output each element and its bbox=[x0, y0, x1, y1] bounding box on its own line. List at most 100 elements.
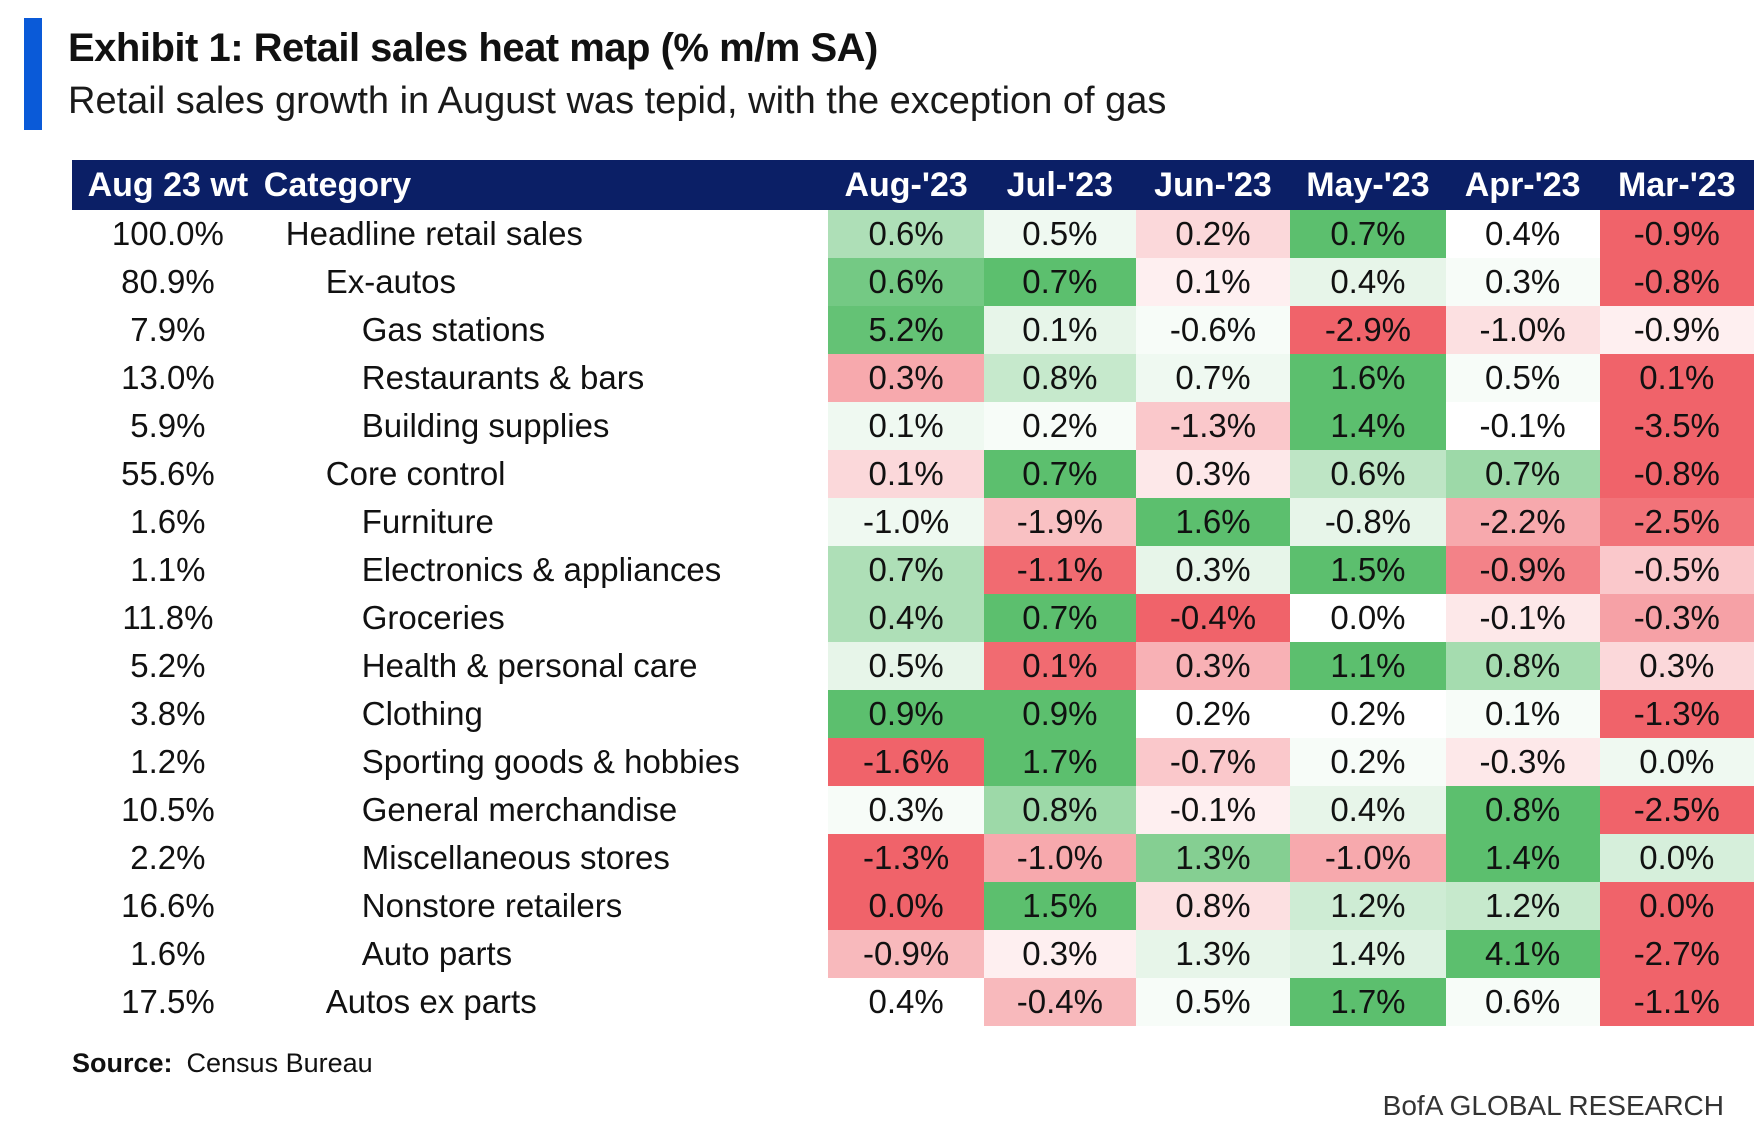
heat-cell: 0.4% bbox=[1445, 210, 1600, 258]
category-cell: Restaurants & bars bbox=[361, 359, 645, 396]
heat-cell: -0.4% bbox=[1135, 594, 1291, 642]
heat-cell: 0.7% bbox=[983, 258, 1136, 306]
header-weight: Aug 23 wt bbox=[72, 160, 264, 210]
table-row: 17.5% Autos ex parts 0.4% -0.4% 0.5% 1.7% 0.6%… bbox=[72, 978, 1754, 1026]
heat-cell: -0.1% bbox=[1135, 786, 1291, 834]
heat-cell: -1.0% bbox=[983, 834, 1136, 882]
weight-cell: 3.8% bbox=[130, 695, 206, 732]
heat-cell: -0.7% bbox=[1135, 738, 1291, 786]
heat-cell: 1.6% bbox=[1290, 354, 1446, 402]
heat-cell: 1.5% bbox=[1290, 546, 1446, 594]
heat-cell: 0.1% bbox=[828, 450, 984, 498]
heat-cell: -0.5% bbox=[1599, 546, 1754, 594]
brand-footer: BofA GLOBAL RESEARCH bbox=[1382, 1090, 1724, 1121]
heat-cell: -1.6% bbox=[828, 738, 984, 786]
heat-cell: -0.3% bbox=[1445, 738, 1600, 786]
header-jul-23: Jul-'23 bbox=[983, 160, 1136, 210]
category-cell: Groceries bbox=[361, 599, 505, 636]
source-note: Source: Census Bureau bbox=[72, 1048, 373, 1079]
heat-cell: 0.6% bbox=[828, 210, 984, 258]
heat-cell: 0.3% bbox=[1599, 642, 1754, 690]
table-row: 11.8% Groceries 0.4% 0.7% -0.4% 0.0% -0.1% -0.3… bbox=[72, 594, 1754, 642]
weight-cell: 17.5% bbox=[121, 983, 215, 1020]
category-cell: Health & personal care bbox=[361, 647, 698, 684]
category-cell: Gas stations bbox=[361, 311, 546, 348]
heat-cell: 0.9% bbox=[828, 690, 984, 738]
category-cell: Electronics & appliances bbox=[361, 551, 722, 588]
weight-cell: 13.0% bbox=[121, 359, 215, 396]
weight-cell: 55.6% bbox=[121, 455, 215, 492]
heat-cell: 0.1% bbox=[1135, 258, 1291, 306]
heat-cell: 0.4% bbox=[828, 594, 984, 642]
heat-cell: -0.9% bbox=[1445, 546, 1600, 594]
heat-cell: 0.7% bbox=[1135, 354, 1291, 402]
heat-cell: 0.3% bbox=[828, 354, 984, 402]
weight-cell: 10.5% bbox=[121, 791, 215, 828]
heat-cell: -2.7% bbox=[1599, 930, 1754, 978]
heat-cell: 0.2% bbox=[1290, 690, 1446, 738]
heat-cell: 0.7% bbox=[983, 450, 1136, 498]
heat-cell: 0.3% bbox=[1135, 642, 1291, 690]
heat-cell: -1.0% bbox=[1445, 306, 1600, 354]
heat-cell: 0.3% bbox=[1135, 450, 1291, 498]
table-row: 1.6% Furniture -1.0% -1.9% 1.6% -0.8% -2.2% -2.… bbox=[72, 498, 1754, 546]
table-row: 100.0% Headline retail sales 0.6% 0.5% 0.2% 0… bbox=[72, 210, 1754, 258]
heatmap-body: 100.0% Headline retail sales 0.6% 0.5% 0.2% 0… bbox=[72, 210, 1754, 1026]
category-cell: Autos ex parts bbox=[325, 983, 537, 1020]
heat-cell: -2.9% bbox=[1290, 306, 1446, 354]
heat-cell: -2.2% bbox=[1445, 498, 1600, 546]
weight-cell: 1.6% bbox=[130, 503, 206, 540]
heat-cell: 1.4% bbox=[1290, 930, 1446, 978]
table-row: 55.6% Core control 0.1% 0.7% 0.3% 0.6% 0.7% -0.… bbox=[72, 450, 1754, 498]
exhibit-title: Exhibit 1: Retail sales heat map (% m/m … bbox=[68, 26, 878, 70]
heat-cell: -0.1% bbox=[1445, 402, 1600, 450]
heat-cell: 0.8% bbox=[1445, 786, 1600, 834]
heat-cell: 0.4% bbox=[1290, 258, 1446, 306]
category-cell: Furniture bbox=[361, 503, 494, 540]
heat-cell: 0.4% bbox=[1290, 786, 1446, 834]
heat-cell: -2.5% bbox=[1599, 498, 1754, 546]
header-apr-23: Apr-'23 bbox=[1445, 160, 1600, 210]
heat-cell: -0.6% bbox=[1135, 306, 1291, 354]
heat-cell: 1.3% bbox=[1135, 930, 1291, 978]
category-cell: Nonstore retailers bbox=[361, 887, 623, 924]
table-row: 5.2% Health & personal care 0.5% 0.1% 0.3% 1.… bbox=[72, 642, 1754, 690]
header-may-23: May-'23 bbox=[1290, 160, 1446, 210]
heat-cell: 1.7% bbox=[1290, 978, 1446, 1026]
header-aug-23: Aug-'23 bbox=[828, 160, 984, 210]
heat-cell: 0.1% bbox=[1445, 690, 1600, 738]
heat-cell: 0.2% bbox=[983, 402, 1136, 450]
heat-cell: -0.9% bbox=[1599, 306, 1754, 354]
source-label: Source: bbox=[72, 1048, 173, 1078]
heat-cell: 0.8% bbox=[983, 786, 1136, 834]
heat-cell: 0.5% bbox=[1135, 978, 1291, 1026]
heat-cell: 0.3% bbox=[983, 930, 1136, 978]
heat-cell: 0.0% bbox=[1599, 834, 1754, 882]
weight-cell: 5.2% bbox=[130, 647, 206, 684]
heat-cell: 0.3% bbox=[1135, 546, 1291, 594]
heat-cell: 0.4% bbox=[828, 978, 984, 1026]
heat-cell: 1.4% bbox=[1290, 402, 1446, 450]
heat-cell: -1.3% bbox=[1135, 402, 1291, 450]
category-cell: Auto parts bbox=[361, 935, 513, 972]
weight-cell: 100.0% bbox=[111, 215, 224, 252]
heat-cell: 0.7% bbox=[1290, 210, 1446, 258]
heatmap-table: Aug 23 wt Category Aug-'23 Jul-'23 Jun-'… bbox=[72, 160, 1754, 1026]
heat-cell: -0.8% bbox=[1599, 258, 1754, 306]
category-cell: Core control bbox=[325, 455, 506, 492]
table-row: 13.0% Restaurants & bars 0.3% 0.8% 0.7% 1.6% 0… bbox=[72, 354, 1754, 402]
heat-cell: 1.1% bbox=[1290, 642, 1446, 690]
heat-cell: 0.2% bbox=[1135, 690, 1291, 738]
table-row: 10.5% General merchandise 0.3% 0.8% -0.1% 0.4… bbox=[72, 786, 1754, 834]
heat-cell: 0.0% bbox=[1290, 594, 1446, 642]
heat-cell: 0.8% bbox=[1135, 882, 1291, 930]
weight-cell: 7.9% bbox=[130, 311, 206, 348]
heat-cell: -1.1% bbox=[983, 546, 1136, 594]
table-row: 1.1% Electronics & appliances 0.7% -1.1% 0.3… bbox=[72, 546, 1754, 594]
heat-cell: 0.9% bbox=[983, 690, 1136, 738]
heat-cell: -0.8% bbox=[1599, 450, 1754, 498]
table-row: 7.9% Gas stations 5.2% 0.1% -0.6% -2.9% -1.0% -… bbox=[72, 306, 1754, 354]
category-cell: Building supplies bbox=[361, 407, 610, 444]
table-row: 80.9% Ex-autos 0.6% 0.7% 0.1% 0.4% 0.3% -0.8% bbox=[72, 258, 1754, 306]
accent-bar bbox=[24, 18, 42, 130]
